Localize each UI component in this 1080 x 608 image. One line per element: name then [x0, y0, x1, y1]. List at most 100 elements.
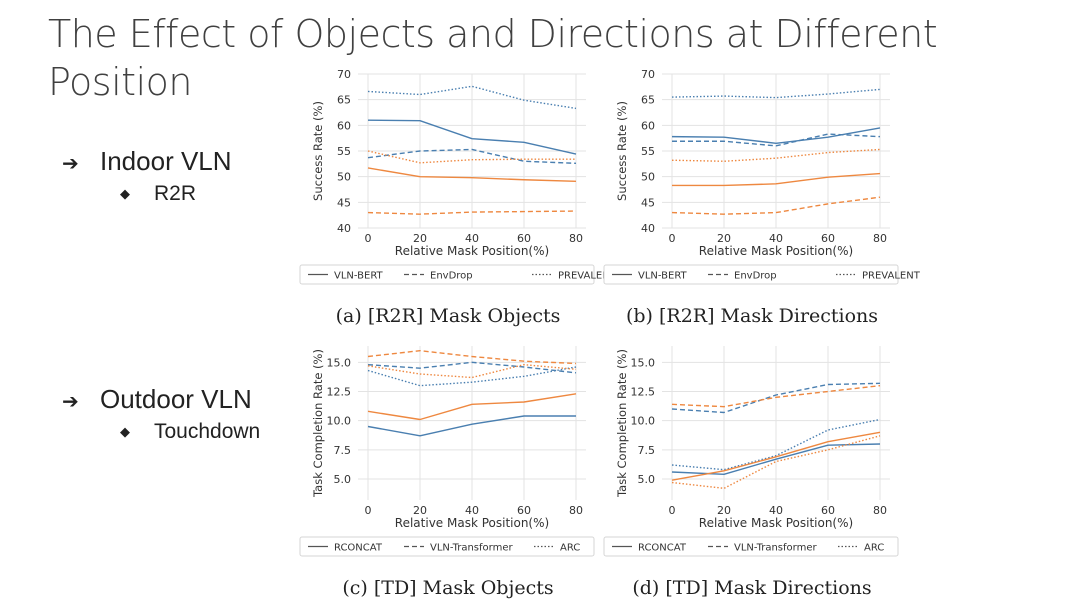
- series-line-blue-dashed: [367, 148, 577, 165]
- sub-bullet-r2r: ◆ R2R: [120, 182, 196, 206]
- y-tick-label: 65: [641, 94, 655, 107]
- legend-label: EnvDrop: [734, 271, 777, 282]
- legend-box: [299, 536, 595, 557]
- legend-box: [603, 264, 899, 285]
- legend-label: RCONCAT: [334, 543, 383, 554]
- series-line-orange-solid: [671, 431, 881, 481]
- chart-r2r-mask-directions: 40 45 50 55 60 65 70 0 20 40 60 80 Relative Mask Pos…: [603, 68, 921, 285]
- slide-title-line2: Position: [48, 60, 192, 104]
- x-tick-label: 80: [569, 504, 583, 517]
- y-tick-label: 55: [337, 145, 351, 158]
- x-tick-label: 20: [717, 504, 731, 517]
- y-tick-label: 60: [641, 119, 655, 132]
- x-tick-label: 20: [717, 232, 731, 245]
- y-tick-label: 7.5: [334, 444, 352, 457]
- x-tick-label: 40: [769, 232, 783, 245]
- y-tick-label: 12.5: [327, 386, 352, 399]
- series-line-orange-dotted: [367, 150, 576, 164]
- y-tick-label: 10.0: [631, 415, 656, 428]
- series-line-blue-dashed: [671, 382, 881, 414]
- sub-bullet-touchdown: ◆ Touchdown: [120, 420, 260, 444]
- sub-bullet-touchdown-label: Touchdown: [154, 420, 261, 443]
- caption-c: (c) [TD] Mask Objects: [342, 577, 554, 599]
- x-tick-label: 0: [669, 504, 676, 517]
- x-tick-label: 60: [821, 504, 835, 517]
- legend-box: [603, 536, 899, 557]
- y-tick-label: 40: [641, 222, 655, 235]
- series-line-orange-solid: [672, 172, 881, 187]
- caption-b: (b) [R2R] Mask Directions: [625, 305, 879, 327]
- legend-label: PREVALENT: [862, 271, 921, 282]
- legend-label: PREVALENT: [558, 271, 617, 282]
- slide-title: The Effect of Objects and Directions at …: [48, 10, 948, 106]
- series-line-blue-dotted: [671, 418, 881, 471]
- series-line-orange-solid: [367, 393, 577, 421]
- y-tick-label: 15.0: [631, 356, 656, 369]
- x-tick-label: 0: [365, 504, 372, 517]
- y-tick-label: 45: [641, 196, 655, 209]
- y-axis-label: Task Completion Rate (%): [311, 349, 325, 498]
- series-line-blue-dotted: [367, 366, 577, 387]
- bullet-outdoor: ➔ Outdoor VLN: [62, 384, 252, 415]
- y-tick-label: 65: [337, 94, 351, 107]
- series-line-blue-solid: [367, 119, 577, 155]
- diamond-icon: ◆: [120, 186, 130, 202]
- y-tick-label: 7.5: [638, 444, 656, 457]
- chart-td-mask-directions: 5.0 7.5 10.0 12.5 15.0 0 20 40 60 80 Relative Mask…: [603, 346, 899, 557]
- legend-label: ARC: [560, 543, 580, 554]
- series-line-blue-dashed: [367, 361, 577, 374]
- x-tick-label: 40: [465, 232, 479, 245]
- y-tick-label: 5.0: [334, 473, 352, 486]
- bullet-indoor-label: Indoor VLN: [100, 146, 232, 176]
- legend-label: VLN-Transformer: [430, 543, 513, 554]
- y-tick-label: 12.5: [631, 386, 656, 399]
- x-axis-label: Relative Mask Position(%): [395, 244, 549, 258]
- sub-bullet-r2r-label: R2R: [154, 182, 197, 205]
- x-tick-label: 60: [517, 232, 531, 245]
- legend-label: ARC: [864, 543, 884, 554]
- x-tick-label: 40: [465, 504, 479, 517]
- series-line-orange-dashed: [367, 210, 577, 215]
- y-axis-label: Success Rate (%): [311, 101, 325, 201]
- y-tick-label: 70: [337, 68, 351, 81]
- slide-title-line1: The Effect of Objects and Directions at …: [48, 12, 938, 56]
- series-line-orange-dotted: [367, 363, 577, 379]
- legend-label: VLN-BERT: [334, 271, 384, 282]
- y-tick-label: 50: [337, 171, 351, 184]
- arrow-icon: ➔: [62, 153, 79, 175]
- y-tick-label: 15.0: [327, 356, 352, 369]
- y-tick-label: 55: [641, 145, 655, 158]
- series-line-blue-dotted: [367, 85, 577, 110]
- y-tick-label: 5.0: [638, 473, 656, 486]
- series-line-blue-solid: [671, 127, 881, 145]
- x-tick-label: 80: [569, 232, 583, 245]
- legend-label: VLN-BERT: [638, 271, 688, 282]
- caption-d: (d) [TD] Mask Directions: [632, 577, 872, 599]
- y-tick-label: 45: [337, 196, 351, 209]
- chart-td-mask-objects: 5.0 7.5 10.0 12.5 15.0 0 20 40 60 80 Relative Mask…: [299, 346, 595, 557]
- legend-label: EnvDrop: [430, 271, 473, 282]
- bullet-outdoor-label: Outdoor VLN: [100, 384, 252, 414]
- y-tick-label: 10.0: [327, 415, 352, 428]
- x-axis-label: Relative Mask Position(%): [699, 244, 853, 258]
- x-axis-label: Relative Mask Position(%): [699, 516, 853, 530]
- series-line-blue-solid: [367, 415, 576, 437]
- caption-a: (a) [R2R] Mask Objects: [335, 305, 561, 327]
- series-line-orange-dashed: [367, 349, 577, 365]
- arrow-icon: ➔: [62, 391, 79, 413]
- series-line-orange-dotted: [671, 435, 881, 490]
- x-tick-label: 20: [413, 232, 427, 245]
- legend-box: [299, 264, 595, 285]
- x-tick-label: 60: [821, 232, 835, 245]
- y-axis-label: Task Completion Rate (%): [615, 349, 629, 498]
- series-line-orange-dashed: [671, 196, 881, 215]
- y-axis-label: Success Rate (%): [615, 101, 629, 201]
- diamond-icon: ◆: [120, 424, 130, 440]
- series-line-orange-solid: [367, 167, 577, 182]
- x-tick-label: 60: [517, 504, 531, 517]
- legend-label: RCONCAT: [638, 543, 687, 554]
- chart-r2r-mask-objects: 40 45 50 55 60 65 70 0 20 40 60 80 Relative Mask Pos…: [299, 68, 617, 285]
- x-tick-label: 20: [413, 504, 427, 517]
- series-line-blue-dashed: [672, 133, 881, 147]
- x-tick-label: 0: [365, 232, 372, 245]
